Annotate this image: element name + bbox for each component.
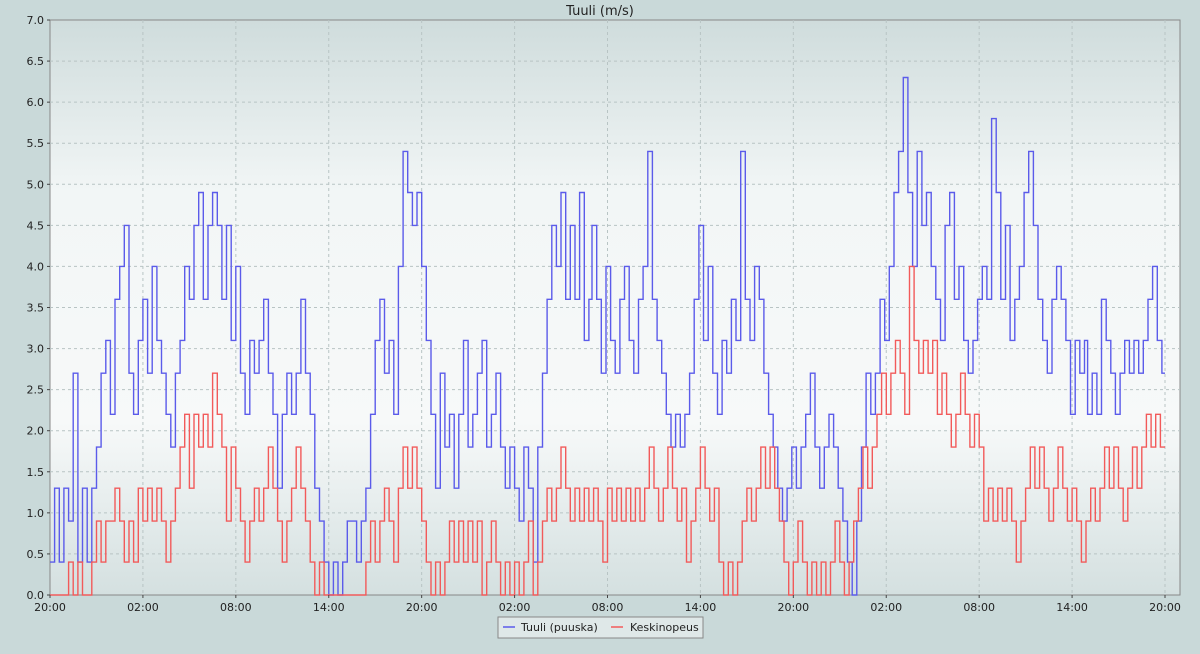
series-layer	[50, 76, 1165, 596]
y-tick-label: 1.5	[27, 466, 45, 479]
y-tick-label: 5.0	[27, 178, 45, 191]
series-line-keskinopeus	[50, 265, 1165, 596]
y-tick-label: 7.0	[27, 14, 45, 27]
x-tick-label: 02:00	[499, 601, 531, 614]
x-tick-label: 20:00	[406, 601, 438, 614]
legend-label-keskinopeus: Keskinopeus	[630, 621, 699, 634]
y-tick-label: 3.0	[27, 343, 45, 356]
y-tick-label: 0.0	[27, 589, 45, 602]
y-tick-label: 2.5	[27, 384, 45, 397]
x-tick-label: 02:00	[127, 601, 159, 614]
x-tick-label: 08:00	[963, 601, 995, 614]
y-tick-label: 4.5	[27, 219, 45, 232]
legend: Tuuli (puuska) Keskinopeus	[497, 616, 704, 639]
y-tick-label: 5.5	[27, 137, 45, 150]
chart-title: Tuuli (m/s)	[565, 4, 634, 19]
x-tick-label: 20:00	[777, 601, 809, 614]
y-tick-label: 0.5	[27, 548, 45, 561]
x-tick-label: 20:00	[1149, 601, 1181, 614]
x-tick-label: 08:00	[592, 601, 624, 614]
x-tick-label: 20:00	[34, 601, 66, 614]
y-tick-label: 4.0	[27, 260, 45, 273]
y-tick-label: 2.0	[27, 425, 45, 438]
x-tick-label: 14:00	[1056, 601, 1088, 614]
x-tick-label: 08:00	[220, 601, 252, 614]
x-tick-label: 02:00	[870, 601, 902, 614]
series-line-tuuli-puuska	[50, 76, 1165, 596]
legend-box	[497, 616, 704, 639]
x-tick-label: 14:00	[685, 601, 717, 614]
x-tick-label: 14:00	[313, 601, 345, 614]
legend-label-tuuli: Tuuli (puuska)	[520, 621, 598, 634]
y-tick-label: 1.0	[27, 507, 45, 520]
y-tick-label: 6.5	[27, 55, 45, 68]
axis-layer: 0.0 0.5 1.0 1.5 2.0 2.5 3.0 3.5 4.0 4.5 5.0 5.5 6.0 6…	[27, 14, 1181, 614]
y-tick-label: 3.5	[27, 302, 45, 315]
y-tick-label: 6.0	[27, 96, 45, 109]
